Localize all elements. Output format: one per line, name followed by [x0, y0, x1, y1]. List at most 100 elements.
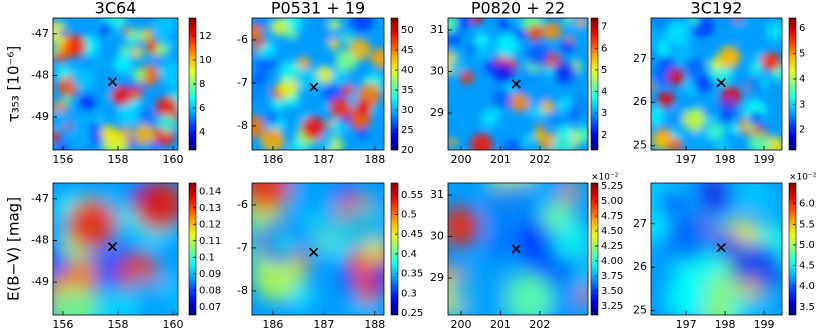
- y-axis-label: τ₃₅₃ [10⁻⁶]: [5, 46, 23, 123]
- plot-frame: [650, 17, 783, 151]
- y-tick-label: -47: [31, 192, 49, 205]
- panel-title: 3C192: [691, 0, 743, 18]
- colorbar-tick-label: 4: [799, 74, 805, 85]
- y-tick-label: 27: [633, 52, 647, 65]
- colorbar-tick-label: 0.12: [199, 219, 221, 230]
- colorbar-tick-label: 3.5: [799, 302, 815, 313]
- source-marker: [309, 82, 319, 92]
- x-tick-label: 158: [107, 153, 128, 166]
- colorbar-tick-label: 8: [199, 79, 205, 90]
- panel: 156 158 160 -47 -48 -49 0.07 0.08 0.09 0.1 0.11 0.1…: [5, 182, 221, 331]
- colorbar: [788, 17, 797, 151]
- colorbar-tick-label: 0.14: [199, 186, 221, 197]
- colorbar-tick-label: 4.0: [799, 281, 815, 292]
- y-axis-label: E(B−V) [mag]: [5, 197, 23, 301]
- colorbar-tick-label: 6.0: [799, 199, 815, 210]
- heatmap-image: [53, 18, 178, 150]
- y-tick-label: 30: [430, 65, 444, 78]
- colorbar-tick-label: 3.75: [601, 271, 623, 282]
- source-marker: [716, 78, 726, 88]
- x-tick-label: 200: [451, 318, 472, 331]
- colorbar-tick-label: 0.13: [199, 203, 221, 214]
- panel-title: 3C64: [95, 0, 137, 18]
- colorbar-tick-label: 0.4: [401, 249, 417, 260]
- x-tick-label: 158: [107, 318, 128, 331]
- colorbar-tick-label: 20: [401, 145, 414, 156]
- heatmap-image: [651, 183, 782, 315]
- colorbar-tick-label: 4.25: [601, 241, 623, 252]
- colorbar-tick-label: 25: [401, 125, 414, 136]
- x-tick-label: 160: [163, 318, 184, 331]
- y-tick-label: 29: [430, 271, 444, 284]
- y-tick-label: 29: [430, 106, 444, 119]
- colorbar-tick-label: 3: [799, 99, 805, 110]
- source-marker: [511, 244, 521, 254]
- colorbar-tick-label: 4.5: [799, 261, 815, 272]
- x-tick-label: 201: [490, 318, 511, 331]
- y-tick-label: 31: [430, 188, 444, 201]
- colorbar-tick-label: 6: [199, 103, 205, 114]
- heatmap-image: [252, 18, 384, 150]
- colorbar-tick-label: 40: [401, 65, 414, 76]
- y-tick-label: -7: [237, 76, 248, 89]
- colorbar-tick-label: 0.07: [199, 302, 221, 313]
- x-tick-label: 201: [490, 153, 511, 166]
- y-tick-label: 25: [633, 304, 647, 317]
- colorbar-tick-label: 30: [401, 105, 414, 116]
- colorbar-tick-label: 6: [799, 23, 805, 34]
- panel: 197 198 199 27 26 25 3.5 4.0 4.5 5.0 5.5 6.0 ×10⁻²: [633, 173, 817, 332]
- source-marker: [511, 79, 521, 89]
- colorbar-tick-label: 4: [601, 87, 607, 98]
- colorbar-tick-label: 5.25: [601, 181, 623, 192]
- x-tick-label: 198: [715, 318, 736, 331]
- colorbar-tick-label: 0.11: [199, 236, 221, 247]
- panel: 186 187 188 -6 -7 -8 20 25 30 35 40 45 50 P0531 + 19: [237, 0, 414, 166]
- heatmap-image: [448, 183, 588, 315]
- plot-frame: [447, 17, 589, 151]
- y-tick-label: -49: [31, 110, 49, 123]
- colorbar: [590, 17, 599, 151]
- colorbar-scale: ×10⁻²: [789, 173, 817, 183]
- colorbar-tick-label: 5.0: [799, 240, 815, 251]
- x-tick-label: 188: [364, 153, 385, 166]
- colorbar-tick-label: 4.75: [601, 211, 623, 222]
- x-tick-label: 198: [715, 153, 736, 166]
- colorbar-tick-label: 0.55: [401, 190, 423, 201]
- x-tick-label: 199: [754, 153, 775, 166]
- colorbar-tick-label: 3: [601, 108, 607, 119]
- x-tick-label: 202: [529, 318, 550, 331]
- x-tick-label: 202: [529, 153, 550, 166]
- colorbar-tick-label: 3.25: [601, 301, 623, 312]
- x-tick-label: 160: [163, 153, 184, 166]
- plot-frame: [251, 17, 385, 151]
- colorbar-tick-label: 5: [799, 49, 805, 60]
- x-tick-label: 188: [364, 318, 385, 331]
- colorbar-tick-label: 0.45: [401, 229, 423, 240]
- colorbar-tick-label: 2: [601, 130, 607, 141]
- x-tick-label: 156: [52, 153, 73, 166]
- y-tick-label: -49: [31, 275, 49, 288]
- x-tick-label: 187: [313, 153, 334, 166]
- y-tick-label: 26: [633, 95, 647, 108]
- colorbar-tick-label: 3.50: [601, 286, 623, 297]
- y-tick-label: -6: [237, 198, 248, 211]
- heatmap-image: [53, 183, 178, 315]
- y-tick-label: -48: [31, 68, 49, 81]
- y-tick-label: -48: [31, 233, 49, 246]
- colorbar-tick-label: 5: [601, 65, 607, 76]
- colorbar-tick-label: 35: [401, 85, 414, 96]
- colorbar: [788, 182, 797, 316]
- x-tick-label: 197: [676, 153, 697, 166]
- colorbar-tick-label: 50: [401, 25, 414, 36]
- colorbar-tick-label: 4.50: [601, 226, 623, 237]
- y-tick-label: -8: [237, 119, 248, 132]
- panel-title: P0820 + 22: [471, 0, 565, 18]
- y-tick-label: -7: [237, 241, 248, 254]
- x-tick-label: 186: [262, 318, 283, 331]
- y-tick-label: 30: [430, 230, 444, 243]
- heatmap-image: [651, 18, 782, 150]
- panel: 186 187 188 -6 -7 -8 0.25 0.3 0.35 0.4 0.45 0.5 0.55: [237, 182, 423, 331]
- y-tick-label: -47: [31, 27, 49, 40]
- source-marker: [107, 77, 118, 87]
